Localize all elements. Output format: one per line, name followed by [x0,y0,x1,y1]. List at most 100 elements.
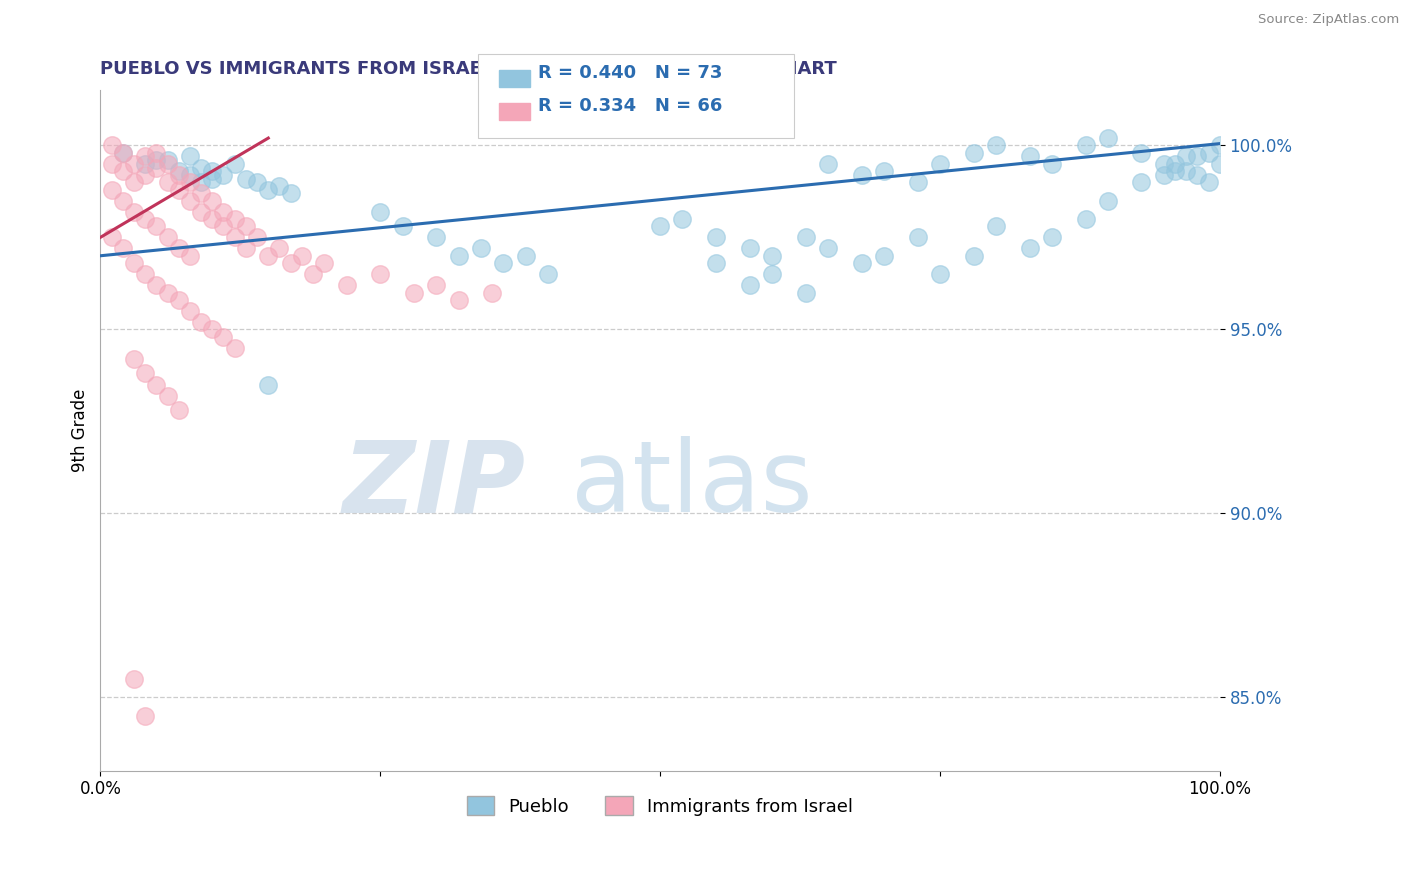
Point [704,256,727,270]
Point [156,230,179,244]
Point [1153,168,1175,182]
Point [761,249,783,263]
Point [425,278,447,293]
Point [257,183,280,197]
Point [134,149,156,163]
Point [201,322,224,336]
Point [1164,157,1187,171]
Point [1187,149,1209,163]
Point [851,256,873,270]
Point [1130,145,1153,160]
Point [1040,157,1063,171]
Point [122,672,145,686]
Point [1209,138,1232,153]
Point [179,149,201,163]
Point [201,171,224,186]
Point [212,204,235,219]
Point [145,219,167,234]
Point [907,175,929,189]
Point [1198,175,1220,189]
Point [145,161,167,175]
Point [738,241,761,255]
Point [111,164,134,178]
Point [122,256,145,270]
Point [111,194,134,208]
Point [156,285,179,300]
Point [167,293,190,307]
Point [122,157,145,171]
Point [1164,164,1187,178]
Point [167,168,190,182]
Point [873,249,896,263]
Point [1209,157,1232,171]
Text: R = 0.440   N = 73: R = 0.440 N = 73 [538,63,723,81]
Point [817,241,839,255]
Point [738,278,761,293]
Point [145,145,167,160]
Point [179,304,201,318]
Point [190,204,212,219]
Point [134,367,156,381]
Point [794,285,817,300]
Point [314,256,336,270]
Point [235,241,257,255]
Point [111,145,134,160]
Point [648,219,671,234]
Point [212,168,235,182]
Text: ZIP: ZIP [343,436,526,533]
Point [156,153,179,168]
Point [122,175,145,189]
Point [425,230,447,244]
Point [1097,131,1119,145]
Point [492,256,515,270]
Point [537,267,560,281]
Point [962,249,984,263]
Point [100,230,122,244]
Point [1175,164,1198,178]
Point [224,157,246,171]
Point [929,157,952,171]
Point [122,204,145,219]
Point [257,249,280,263]
Point [190,175,212,189]
Point [167,183,190,197]
Point [1018,149,1040,163]
Text: Source: ZipAtlas.com: Source: ZipAtlas.com [1258,13,1399,27]
Point [246,175,269,189]
Point [201,194,224,208]
Point [761,267,783,281]
Point [156,175,179,189]
Point [368,204,391,219]
Point [212,219,235,234]
Point [235,171,257,186]
Point [145,278,167,293]
Point [515,249,537,263]
Point [100,183,122,197]
Point [212,329,235,343]
Point [167,403,190,417]
Point [224,212,246,227]
Point [470,241,492,255]
Point [111,241,134,255]
Point [1198,145,1220,160]
Legend: Pueblo, Immigrants from Israel: Pueblo, Immigrants from Israel [460,789,860,823]
Point [246,230,269,244]
Point [1040,230,1063,244]
Point [1187,168,1209,182]
Point [201,212,224,227]
Point [1018,241,1040,255]
Point [704,230,727,244]
Point [156,388,179,402]
Point [179,249,201,263]
Point [984,138,1007,153]
Point [817,157,839,171]
Point [962,145,984,160]
Point [145,153,167,168]
Point [134,267,156,281]
Point [111,145,134,160]
Point [224,341,246,355]
Point [257,377,280,392]
Point [167,164,190,178]
Point [100,157,122,171]
Point [907,230,929,244]
